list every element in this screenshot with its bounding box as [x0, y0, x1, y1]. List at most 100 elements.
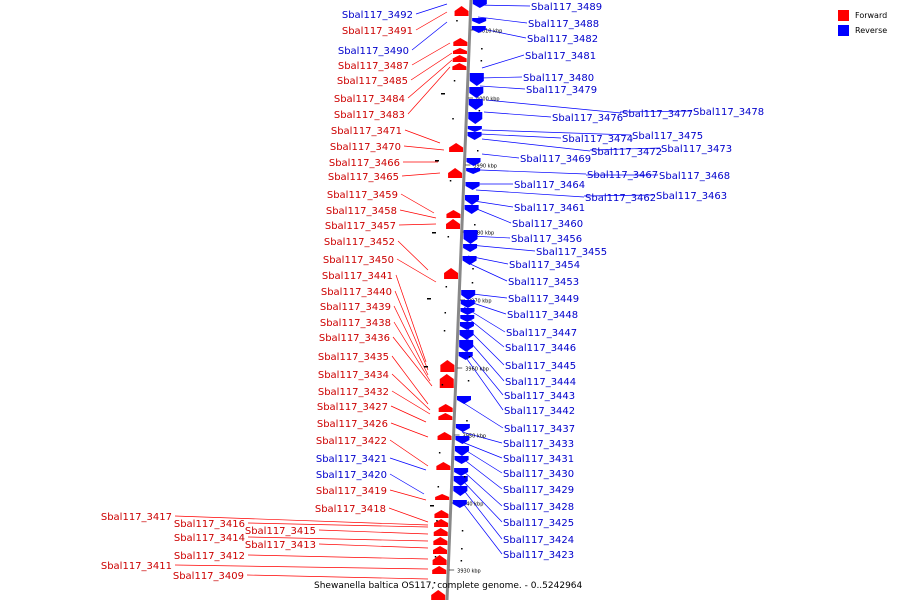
reverse-gene-arrow[interactable] [452, 500, 467, 508]
gene-label[interactable]: Sbal117_3458 [326, 206, 397, 217]
forward-gene-arrow[interactable] [436, 462, 451, 470]
forward-gene-arrow[interactable] [435, 494, 450, 500]
gene-label[interactable]: Sbal117_3450 [323, 255, 394, 266]
reverse-gene-arrow[interactable] [465, 182, 480, 190]
forward-gene-arrow[interactable] [431, 590, 446, 600]
gene-label[interactable]: Sbal117_3457 [325, 221, 396, 232]
gene-label[interactable]: Sbal117_3422 [316, 436, 387, 447]
reverse-gene-arrow[interactable] [454, 468, 469, 476]
gene-label[interactable]: Sbal117_3452 [324, 237, 395, 248]
gene-label[interactable]: Sbal117_3437 [504, 424, 575, 435]
gene-label[interactable]: Sbal117_3466 [329, 158, 400, 169]
reverse-gene-arrow[interactable] [464, 205, 479, 214]
gene-label[interactable]: Sbal117_3464 [514, 180, 585, 191]
gene-label[interactable]: Sbal117_3454 [509, 260, 580, 271]
gene-label[interactable]: Sbal117_3409 [173, 571, 244, 582]
gene-label[interactable]: Sbal117_3444 [505, 377, 576, 388]
reverse-gene-arrow[interactable] [461, 290, 476, 300]
gene-label[interactable]: Sbal117_3485 [337, 76, 408, 87]
forward-gene-arrow[interactable] [433, 537, 448, 545]
gene-label[interactable]: Sbal117_3484 [334, 94, 405, 105]
gene-label[interactable]: Sbal117_3432 [318, 387, 389, 398]
gene-label[interactable]: Sbal117_3430 [503, 469, 574, 480]
forward-gene-arrow[interactable] [433, 546, 447, 554]
gene-label[interactable]: Sbal117_3433 [503, 439, 574, 450]
gene-label[interactable]: Sbal117_3465 [328, 172, 399, 183]
gene-label[interactable]: Sbal117_3488 [528, 19, 599, 30]
gene-label[interactable]: Sbal117_3446 [505, 343, 576, 354]
gene-label[interactable]: Sbal117_3453 [508, 277, 579, 288]
forward-gene-arrow[interactable] [432, 566, 447, 574]
gene-label[interactable]: Sbal117_3439 [320, 302, 391, 313]
gene-label[interactable]: Sbal117_3476 [552, 113, 623, 124]
gene-label[interactable]: Sbal117_3449 [508, 294, 579, 305]
reverse-gene-arrow[interactable] [459, 330, 474, 340]
gene-label[interactable]: Sbal117_3478 [693, 107, 764, 118]
gene-label[interactable]: Sbal117_3419 [316, 486, 387, 497]
gene-label[interactable]: Sbal117_3490 [338, 46, 409, 57]
gene-label[interactable]: Sbal117_3414 [174, 533, 245, 544]
gene-label[interactable]: Sbal117_3412 [174, 551, 245, 562]
forward-gene-arrow[interactable] [452, 55, 467, 62]
gene-label[interactable]: Sbal117_3479 [526, 85, 597, 96]
forward-gene-arrow[interactable] [448, 168, 463, 178]
gene-label[interactable]: Sbal117_3442 [504, 406, 575, 417]
reverse-gene-arrow[interactable] [455, 424, 470, 432]
gene-label[interactable]: Sbal117_3421 [316, 454, 387, 465]
gene-label[interactable]: Sbal117_3431 [503, 454, 574, 465]
gene-label[interactable]: Sbal117_3459 [327, 190, 398, 201]
gene-label[interactable]: Sbal117_3470 [330, 142, 401, 153]
reverse-gene-arrow[interactable] [463, 244, 478, 252]
gene-label[interactable]: Sbal117_3435 [318, 352, 389, 363]
reverse-gene-arrow[interactable] [460, 308, 475, 315]
forward-gene-arrow[interactable] [433, 528, 448, 536]
gene-label[interactable]: Sbal117_3474 [562, 134, 633, 145]
gene-label[interactable]: Sbal117_3429 [503, 485, 574, 496]
gene-label[interactable]: Sbal117_3425 [503, 518, 574, 529]
forward-gene-arrow[interactable] [439, 374, 454, 388]
reverse-gene-arrow[interactable] [468, 112, 483, 124]
reverse-gene-arrow[interactable] [454, 456, 469, 464]
gene-label[interactable]: Sbal117_3467 [587, 170, 658, 181]
gene-label[interactable]: Sbal117_3455 [536, 247, 607, 258]
gene-label[interactable]: Sbal117_3463 [656, 191, 727, 202]
reverse-gene-arrow[interactable] [469, 73, 484, 86]
gene-label[interactable]: Sbal117_3424 [503, 535, 574, 546]
gene-label[interactable]: Sbal117_3418 [315, 504, 386, 515]
forward-gene-arrow[interactable] [440, 360, 455, 372]
gene-label[interactable]: Sbal117_3420 [316, 470, 387, 481]
gene-label[interactable]: Sbal117_3445 [505, 361, 576, 372]
gene-label[interactable]: Sbal117_3480 [523, 73, 594, 84]
reverse-gene-arrow[interactable] [466, 168, 481, 174]
gene-label[interactable]: Sbal117_3434 [318, 370, 389, 381]
forward-gene-arrow[interactable] [444, 268, 459, 279]
reverse-gene-arrow[interactable] [462, 256, 477, 265]
forward-gene-arrow[interactable] [438, 413, 453, 420]
reverse-gene-arrow[interactable] [472, 18, 487, 24]
reverse-gene-arrow[interactable] [459, 322, 474, 330]
gene-label[interactable]: Sbal117_3447 [506, 328, 577, 339]
gene-label[interactable]: Sbal117_3427 [317, 402, 388, 413]
reverse-gene-arrow[interactable] [457, 396, 471, 404]
gene-label[interactable]: Sbal117_3489 [531, 2, 602, 13]
gene-label[interactable]: Sbal117_3428 [503, 502, 574, 513]
reverse-gene-arrow[interactable] [453, 476, 468, 486]
gene-label[interactable]: Sbal117_3415 [245, 526, 316, 537]
gene-label[interactable]: Sbal117_3443 [504, 391, 575, 402]
gene-label[interactable]: Sbal117_3469 [520, 154, 591, 165]
gene-label[interactable]: Sbal117_3448 [507, 310, 578, 321]
gene-label[interactable]: Sbal117_3440 [321, 287, 392, 298]
forward-gene-arrow[interactable] [432, 555, 447, 565]
forward-gene-arrow[interactable] [454, 6, 469, 16]
gene-label[interactable]: Sbal117_3477 [622, 109, 693, 120]
gene-label[interactable]: Sbal117_3473 [661, 144, 732, 155]
reverse-gene-arrow[interactable] [466, 158, 481, 166]
reverse-gene-arrow[interactable] [460, 315, 475, 322]
gene-label[interactable]: Sbal117_3438 [320, 318, 391, 329]
gene-label[interactable]: Sbal117_3426 [317, 419, 388, 430]
reverse-gene-arrow[interactable] [458, 352, 473, 360]
reverse-gene-arrow[interactable] [453, 486, 468, 496]
gene-label[interactable]: Sbal117_3460 [512, 219, 583, 230]
forward-gene-arrow[interactable] [434, 510, 449, 518]
forward-gene-arrow[interactable] [446, 210, 461, 218]
